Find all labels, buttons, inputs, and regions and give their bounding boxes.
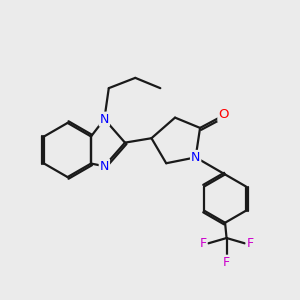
- Text: F: F: [223, 256, 230, 269]
- Text: N: N: [191, 151, 200, 164]
- Text: N: N: [100, 160, 109, 173]
- Text: N: N: [100, 112, 109, 126]
- Text: F: F: [247, 237, 254, 250]
- Text: F: F: [200, 237, 207, 250]
- Text: O: O: [218, 108, 229, 121]
